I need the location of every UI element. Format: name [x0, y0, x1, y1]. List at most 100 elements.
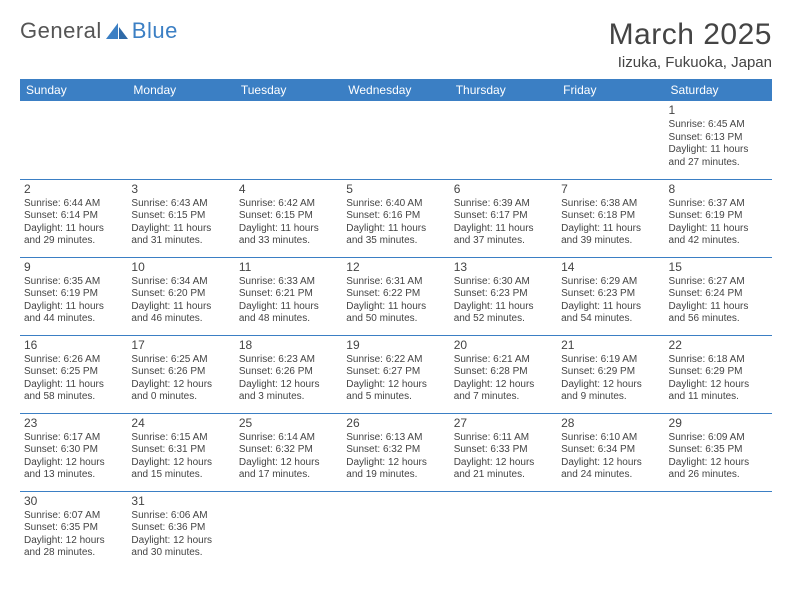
sunset-text: Sunset: 6:32 PM — [346, 444, 445, 457]
calendar-empty — [127, 101, 234, 179]
day-number: 1 — [669, 103, 768, 118]
daylight-text: and 13 minutes. — [24, 469, 123, 482]
day-header: Wednesday — [342, 79, 449, 101]
sunset-text: Sunset: 6:31 PM — [131, 444, 230, 457]
logo-text-part2: Blue — [132, 18, 178, 44]
day-number: 11 — [239, 260, 338, 275]
calendar-day: 22Sunrise: 6:18 AMSunset: 6:29 PMDayligh… — [665, 335, 772, 413]
sunrise-text: Sunrise: 6:23 AM — [239, 354, 338, 367]
sunrise-text: Sunrise: 6:13 AM — [346, 432, 445, 445]
sunset-text: Sunset: 6:24 PM — [669, 288, 768, 301]
calendar-empty — [557, 491, 664, 569]
daylight-text: and 48 minutes. — [239, 313, 338, 326]
calendar-day: 14Sunrise: 6:29 AMSunset: 6:23 PMDayligh… — [557, 257, 664, 335]
sunrise-text: Sunrise: 6:17 AM — [24, 432, 123, 445]
sunset-text: Sunset: 6:18 PM — [561, 210, 660, 223]
daylight-text: Daylight: 11 hours — [454, 223, 553, 236]
logo-text-part1: General — [20, 18, 102, 44]
calendar-body: 1Sunrise: 6:45 AMSunset: 6:13 PMDaylight… — [20, 101, 772, 569]
daylight-text: Daylight: 11 hours — [24, 379, 123, 392]
daylight-text: and 15 minutes. — [131, 469, 230, 482]
daylight-text: Daylight: 12 hours — [24, 535, 123, 548]
calendar-day: 23Sunrise: 6:17 AMSunset: 6:30 PMDayligh… — [20, 413, 127, 491]
daylight-text: Daylight: 12 hours — [239, 379, 338, 392]
day-number: 25 — [239, 416, 338, 431]
calendar-day: 11Sunrise: 6:33 AMSunset: 6:21 PMDayligh… — [235, 257, 342, 335]
daylight-text: and 28 minutes. — [24, 547, 123, 560]
sunset-text: Sunset: 6:20 PM — [131, 288, 230, 301]
calendar-week: 30Sunrise: 6:07 AMSunset: 6:35 PMDayligh… — [20, 491, 772, 569]
daylight-text: Daylight: 12 hours — [454, 457, 553, 470]
daylight-text: Daylight: 11 hours — [454, 301, 553, 314]
sunset-text: Sunset: 6:13 PM — [669, 132, 768, 145]
calendar-day: 29Sunrise: 6:09 AMSunset: 6:35 PMDayligh… — [665, 413, 772, 491]
calendar-day: 7Sunrise: 6:38 AMSunset: 6:18 PMDaylight… — [557, 179, 664, 257]
sunrise-text: Sunrise: 6:33 AM — [239, 276, 338, 289]
sunrise-text: Sunrise: 6:40 AM — [346, 198, 445, 211]
calendar-day: 13Sunrise: 6:30 AMSunset: 6:23 PMDayligh… — [450, 257, 557, 335]
day-number: 19 — [346, 338, 445, 353]
daylight-text: and 11 minutes. — [669, 391, 768, 404]
daylight-text: and 30 minutes. — [131, 547, 230, 560]
sunset-text: Sunset: 6:23 PM — [454, 288, 553, 301]
calendar-day: 21Sunrise: 6:19 AMSunset: 6:29 PMDayligh… — [557, 335, 664, 413]
daylight-text: Daylight: 11 hours — [24, 301, 123, 314]
sunrise-text: Sunrise: 6:44 AM — [24, 198, 123, 211]
daylight-text: and 27 minutes. — [669, 157, 768, 170]
sunrise-text: Sunrise: 6:18 AM — [669, 354, 768, 367]
day-number: 22 — [669, 338, 768, 353]
sunset-text: Sunset: 6:29 PM — [669, 366, 768, 379]
daylight-text: and 31 minutes. — [131, 235, 230, 248]
sunset-text: Sunset: 6:22 PM — [346, 288, 445, 301]
calendar-empty — [235, 101, 342, 179]
calendar-day: 19Sunrise: 6:22 AMSunset: 6:27 PMDayligh… — [342, 335, 449, 413]
day-number: 6 — [454, 182, 553, 197]
sunrise-text: Sunrise: 6:07 AM — [24, 510, 123, 523]
sunset-text: Sunset: 6:35 PM — [24, 522, 123, 535]
day-number: 30 — [24, 494, 123, 509]
sunrise-text: Sunrise: 6:34 AM — [131, 276, 230, 289]
daylight-text: and 42 minutes. — [669, 235, 768, 248]
day-header: Saturday — [665, 79, 772, 101]
daylight-text: Daylight: 12 hours — [454, 379, 553, 392]
day-header-row: SundayMondayTuesdayWednesdayThursdayFrid… — [20, 79, 772, 101]
day-number: 8 — [669, 182, 768, 197]
daylight-text: and 26 minutes. — [669, 469, 768, 482]
day-number: 26 — [346, 416, 445, 431]
daylight-text: Daylight: 11 hours — [669, 144, 768, 157]
daylight-text: and 50 minutes. — [346, 313, 445, 326]
day-number: 3 — [131, 182, 230, 197]
sunset-text: Sunset: 6:27 PM — [346, 366, 445, 379]
title-block: March 2025 Iizuka, Fukuoka, Japan — [609, 18, 772, 71]
sunrise-text: Sunrise: 6:35 AM — [24, 276, 123, 289]
daylight-text: and 9 minutes. — [561, 391, 660, 404]
daylight-text: Daylight: 12 hours — [131, 535, 230, 548]
sunrise-text: Sunrise: 6:19 AM — [561, 354, 660, 367]
sunset-text: Sunset: 6:19 PM — [669, 210, 768, 223]
sunrise-text: Sunrise: 6:21 AM — [454, 354, 553, 367]
daylight-text: Daylight: 11 hours — [346, 223, 445, 236]
daylight-text: and 24 minutes. — [561, 469, 660, 482]
daylight-text: Daylight: 11 hours — [131, 301, 230, 314]
sunrise-text: Sunrise: 6:06 AM — [131, 510, 230, 523]
calendar-week: 16Sunrise: 6:26 AMSunset: 6:25 PMDayligh… — [20, 335, 772, 413]
daylight-text: and 52 minutes. — [454, 313, 553, 326]
sunrise-text: Sunrise: 6:27 AM — [669, 276, 768, 289]
day-number: 24 — [131, 416, 230, 431]
daylight-text: Daylight: 12 hours — [669, 457, 768, 470]
calendar-day: 25Sunrise: 6:14 AMSunset: 6:32 PMDayligh… — [235, 413, 342, 491]
daylight-text: and 29 minutes. — [24, 235, 123, 248]
daylight-text: and 17 minutes. — [239, 469, 338, 482]
sunset-text: Sunset: 6:15 PM — [131, 210, 230, 223]
calendar-day: 8Sunrise: 6:37 AMSunset: 6:19 PMDaylight… — [665, 179, 772, 257]
sunrise-text: Sunrise: 6:25 AM — [131, 354, 230, 367]
daylight-text: and 33 minutes. — [239, 235, 338, 248]
calendar-day: 6Sunrise: 6:39 AMSunset: 6:17 PMDaylight… — [450, 179, 557, 257]
sunset-text: Sunset: 6:28 PM — [454, 366, 553, 379]
day-number: 5 — [346, 182, 445, 197]
day-number: 27 — [454, 416, 553, 431]
calendar-day: 16Sunrise: 6:26 AMSunset: 6:25 PMDayligh… — [20, 335, 127, 413]
daylight-text: Daylight: 12 hours — [131, 457, 230, 470]
calendar-week: 1Sunrise: 6:45 AMSunset: 6:13 PMDaylight… — [20, 101, 772, 179]
calendar-empty — [450, 101, 557, 179]
